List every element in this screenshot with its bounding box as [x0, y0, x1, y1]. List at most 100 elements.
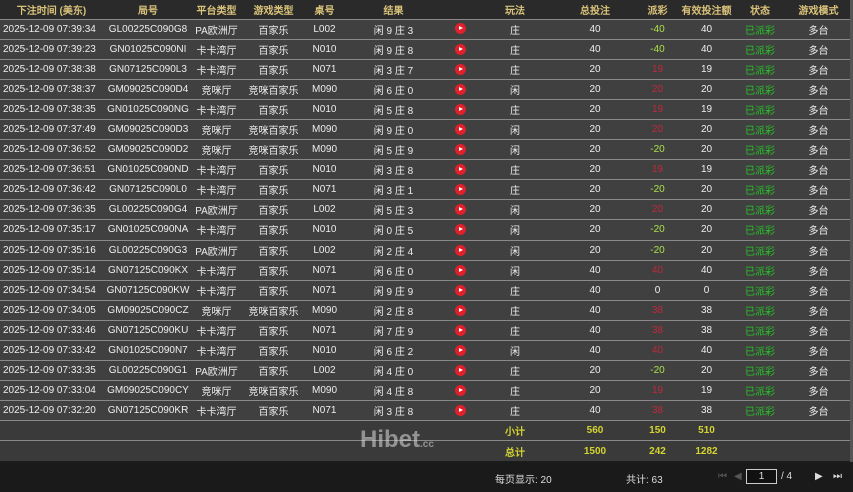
- page-number-input[interactable]: [746, 469, 777, 484]
- empty-cell: [240, 420, 307, 441]
- total-row: 总计 1500 242 1282: [0, 440, 850, 462]
- game-type-cell: 百家乐: [240, 98, 307, 120]
- platform-type-cell: 卡卡湾厅: [193, 339, 240, 361]
- play-video-icon[interactable]: [454, 83, 466, 95]
- game-mode-cell: 多台: [787, 139, 850, 160]
- game-mode-cell: 多台: [787, 199, 850, 220]
- game-mode-cell: 多台: [787, 159, 850, 180]
- first-page-icon[interactable]: ⏮: [718, 471, 727, 482]
- total-bet-cell: 20: [555, 139, 635, 160]
- round-id-cell: GM09025C090D4: [103, 78, 193, 100]
- header-video: [445, 0, 475, 19]
- valid-bet-cell: 20: [680, 360, 733, 381]
- bet-time-cell: 2025-12-09 07:34:05: [0, 299, 103, 321]
- play-video-icon[interactable]: [454, 204, 466, 216]
- bet-type-cell: 庄: [475, 179, 555, 200]
- subtotal-total-bet: 560: [555, 420, 635, 441]
- video-cell: [445, 78, 475, 100]
- total-bet-cell: 20: [555, 159, 635, 180]
- video-cell: [445, 219, 475, 241]
- platform-type-cell: 卡卡湾厅: [193, 159, 240, 180]
- play-video-icon[interactable]: [454, 365, 466, 377]
- game-mode-cell: 多台: [787, 360, 850, 381]
- play-video-icon[interactable]: [454, 405, 466, 417]
- empty-cell: [240, 440, 307, 462]
- table-row: 2025-12-09 07:36:51 GN01025C090ND 卡卡湾厅 百家乐 N…: [0, 159, 850, 180]
- valid-bet-cell: 38: [680, 319, 733, 341]
- game-type-cell: 百家乐: [240, 38, 307, 60]
- valid-bet-cell: 38: [680, 299, 733, 321]
- total-payout: 242: [635, 440, 680, 462]
- video-cell: [445, 139, 475, 160]
- round-id-cell: GM09025C090CY: [103, 380, 193, 401]
- scrollbar[interactable]: [850, 0, 853, 462]
- play-video-icon[interactable]: [454, 304, 466, 316]
- video-cell: [445, 400, 475, 421]
- status-cell: 已派彩: [733, 339, 787, 361]
- total-bet-cell: 40: [555, 259, 635, 281]
- platform-type-cell: PA欧洲厅: [193, 360, 240, 381]
- valid-bet-cell: 19: [680, 98, 733, 120]
- play-video-icon[interactable]: [454, 284, 466, 296]
- result-cell: 闲 7 庄 9: [342, 319, 445, 341]
- bet-time-cell: 2025-12-09 07:32:20: [0, 400, 103, 421]
- round-id-cell: GL00225C090G3: [103, 239, 193, 261]
- play-video-icon[interactable]: [454, 244, 466, 256]
- play-video-icon[interactable]: [454, 224, 466, 236]
- payout-cell: 38: [635, 400, 680, 421]
- round-id-cell: GN07125C090L3: [103, 58, 193, 80]
- play-video-icon[interactable]: [454, 23, 466, 35]
- game-type-cell: 竞咪百家乐: [240, 299, 307, 321]
- table-row: 2025-12-09 07:33:42 GN01025C090N7 卡卡湾厅 百家乐 N…: [0, 339, 850, 361]
- game-mode-cell: 多台: [787, 98, 850, 120]
- play-video-icon[interactable]: [454, 324, 466, 336]
- table-row: 2025-12-09 07:39:34 GL00225C090G8 PA欧洲厅 百家乐…: [0, 18, 850, 40]
- table-row: 2025-12-09 07:38:35 GN01025C090NG 卡卡湾厅 百家乐 N…: [0, 98, 850, 120]
- play-video-icon[interactable]: [454, 184, 466, 196]
- video-cell: [445, 380, 475, 401]
- platform-type-cell: 卡卡湾厅: [193, 219, 240, 241]
- video-cell: [445, 179, 475, 200]
- valid-bet-cell: 40: [680, 339, 733, 361]
- play-video-icon[interactable]: [454, 103, 466, 115]
- platform-type-cell: 卡卡湾厅: [193, 179, 240, 200]
- next-page-icon[interactable]: ▶: [815, 471, 823, 482]
- total-bet-cell: 20: [555, 239, 635, 261]
- bet-type-cell: 闲: [475, 199, 555, 220]
- platform-type-cell: 卡卡湾厅: [193, 319, 240, 341]
- payout-cell: 20: [635, 118, 680, 140]
- status-cell: 已派彩: [733, 58, 787, 80]
- play-video-icon[interactable]: [454, 385, 466, 397]
- platform-type-cell: 卡卡湾厅: [193, 38, 240, 60]
- play-video-icon[interactable]: [454, 43, 466, 55]
- play-video-icon[interactable]: [454, 123, 466, 135]
- header-valid-bet: 有效投注额: [680, 0, 733, 19]
- bet-time-cell: 2025-12-09 07:38:38: [0, 58, 103, 80]
- bet-time-cell: 2025-12-09 07:39:23: [0, 38, 103, 60]
- bet-type-cell: 闲: [475, 118, 555, 140]
- bet-time-cell: 2025-12-09 07:39:34: [0, 18, 103, 40]
- last-page-icon[interactable]: ⏭: [833, 471, 842, 482]
- play-video-icon[interactable]: [454, 144, 466, 156]
- video-cell: [445, 239, 475, 261]
- play-video-icon[interactable]: [454, 344, 466, 356]
- bet-time-cell: 2025-12-09 07:37:49: [0, 118, 103, 140]
- game-mode-cell: 多台: [787, 259, 850, 281]
- result-cell: 闲 9 庄 9: [342, 279, 445, 301]
- valid-bet-cell: 20: [680, 139, 733, 160]
- play-video-icon[interactable]: [454, 264, 466, 276]
- bet-type-cell: 闲: [475, 259, 555, 281]
- bet-type-cell: 庄: [475, 400, 555, 421]
- play-video-icon[interactable]: [454, 164, 466, 176]
- game-mode-cell: 多台: [787, 38, 850, 60]
- platform-type-cell: 竞咪厅: [193, 78, 240, 100]
- play-video-icon[interactable]: [454, 63, 466, 75]
- bet-time-cell: 2025-12-09 07:38:35: [0, 98, 103, 120]
- bet-type-cell: 闲: [475, 139, 555, 160]
- video-cell: [445, 118, 475, 140]
- total-label: 总计: [475, 440, 555, 462]
- total-bet-cell: 40: [555, 400, 635, 421]
- total-bet-cell: 20: [555, 219, 635, 241]
- prev-page-icon[interactable]: ◀: [734, 471, 742, 482]
- bet-type-cell: 庄: [475, 319, 555, 341]
